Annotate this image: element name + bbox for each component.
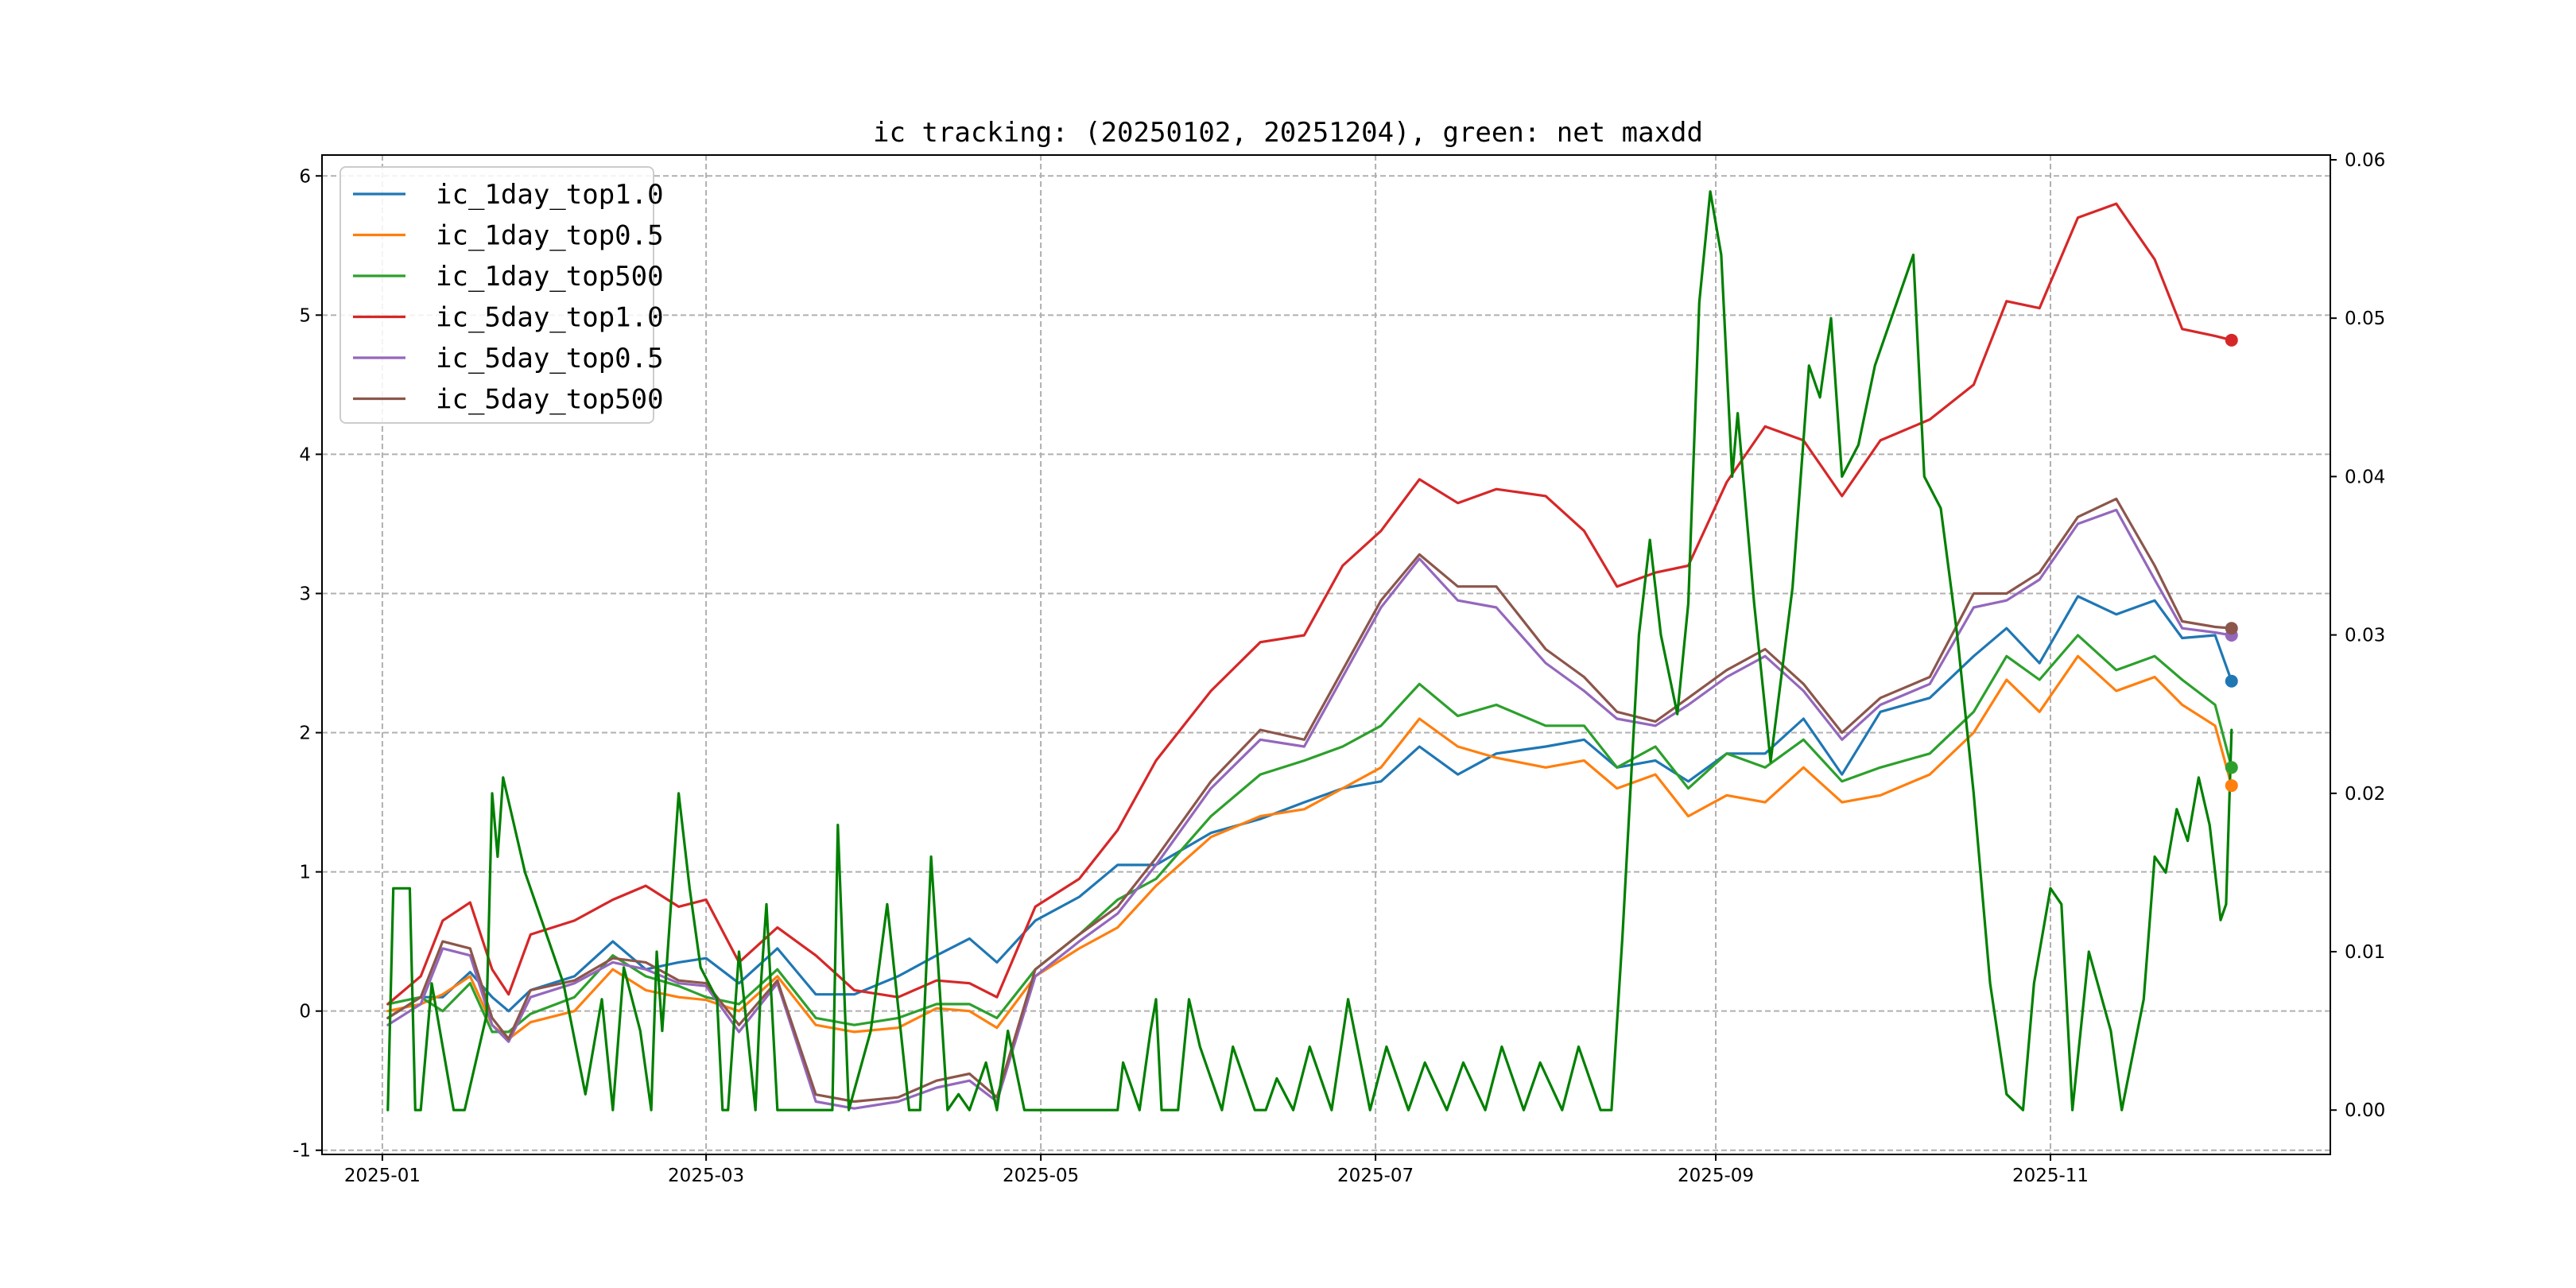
series-lines (386, 190, 2233, 1111)
series-line-ic-1day-top1-0 (386, 595, 2233, 1020)
end-marker-ic-5day-top1-0 (2225, 333, 2238, 347)
series-line-ic-5day-top1-0 (386, 202, 2233, 1006)
x-tick-label: 2025-05 (1003, 1166, 1079, 1186)
plot-frame (321, 154, 2331, 1155)
grid (322, 155, 2330, 1154)
axes: 2025-01 2025-03 2025-05 2025-07 2025-09 2025-… (293, 150, 2385, 1186)
y2-tick-label: 0.03 (2345, 626, 2385, 646)
legend-label-ic-5day-top1-0: ic_5day_top1.0 (436, 302, 664, 334)
legend-label-ic-5day-top0-5: ic_5day_top0.5 (436, 343, 664, 374)
y2-tick-label: 0.01 (2345, 942, 2385, 963)
y2-tick-label: 0.06 (2345, 150, 2385, 171)
y2-tick-label: 0.05 (2345, 308, 2385, 329)
series-line-ic-5day-top500 (386, 497, 2233, 1104)
y-tick-label: 0 (299, 1002, 311, 1022)
y-tick-label: 6 (299, 166, 311, 187)
legend-label-ic-1day-top1-0: ic_1day_top1.0 (436, 179, 664, 211)
y-tick-label: 1 (299, 863, 311, 883)
x-tick-label: 2025-09 (1678, 1166, 1754, 1186)
legend: ic_1day_top1.0 ic_1day_top0.5 ic_1day_top5… (339, 166, 664, 424)
end-markers (2225, 333, 2238, 793)
legend-label-ic-1day-top500: ic_1day_top500 (436, 261, 664, 293)
y-tick-label: 5 (299, 305, 311, 326)
y-tick-label: 4 (299, 444, 311, 465)
x-tick-label: 2025-11 (2012, 1166, 2089, 1186)
end-marker-ic-1day-top0-5 (2225, 779, 2238, 793)
y2-tick-label: 0.02 (2345, 784, 2385, 805)
end-marker-ic-1day-top500 (2225, 761, 2238, 774)
x-tick-label: 2025-07 (1337, 1166, 1414, 1186)
series-line-ic-5day-top0-5 (386, 508, 2233, 1110)
legend-label-ic-1day-top0-5: ic_1day_top0.5 (436, 220, 664, 252)
legend-label-ic-5day-top500: ic_5day_top500 (436, 384, 664, 416)
y-tick-label: 3 (299, 584, 311, 604)
series-line-net-maxdd (386, 190, 2233, 1111)
series-line-ic-1day-top0-5 (386, 654, 2233, 1041)
x-tick-label: 2025-01 (344, 1166, 421, 1186)
y2-tick-label: 0.04 (2345, 467, 2385, 487)
end-marker-ic-1day-top1-0 (2225, 674, 2238, 688)
x-tick-label: 2025-03 (668, 1166, 744, 1186)
end-marker-ic-5day-top500 (2225, 622, 2238, 635)
chart-title: ic tracking: (20250102, 20251204), green… (873, 117, 1703, 149)
y-tick-label: -1 (293, 1141, 311, 1162)
y-tick-label: 2 (299, 724, 311, 744)
legend-box (339, 166, 654, 424)
y2-tick-label: 0.00 (2345, 1100, 2385, 1121)
